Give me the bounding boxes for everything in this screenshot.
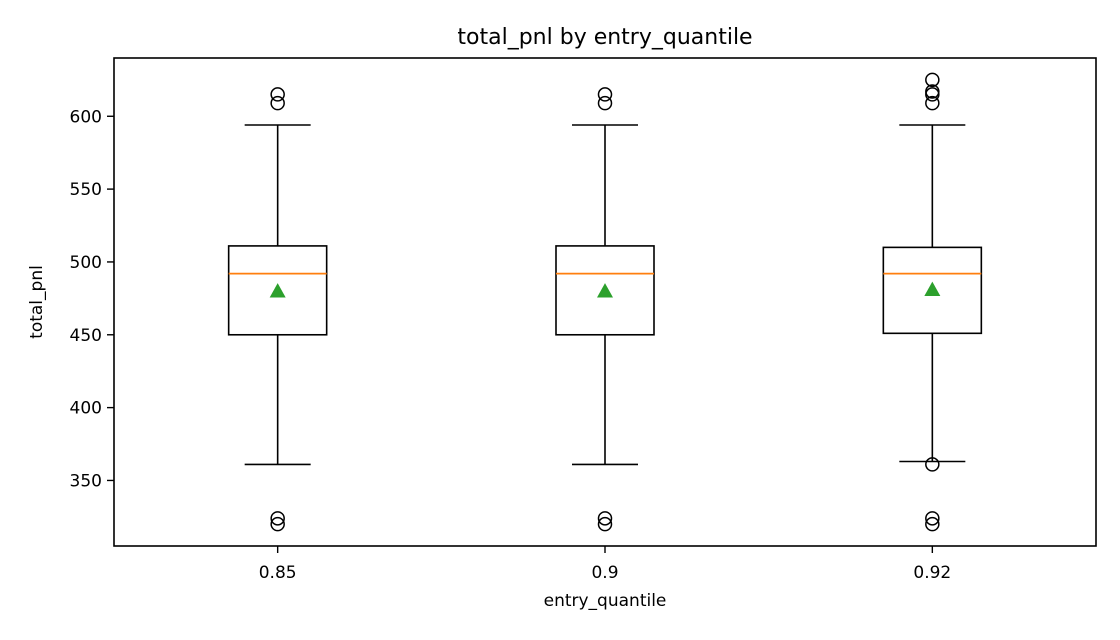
outlier-point	[270, 511, 285, 526]
x-tick-label: 0.85	[259, 563, 297, 583]
outlier-point	[925, 511, 940, 526]
box-iqr	[227, 245, 328, 336]
outlier-point	[925, 72, 940, 88]
mean-marker	[597, 283, 613, 298]
outlier-point	[270, 516, 285, 532]
box-iqr	[555, 245, 655, 336]
mean-marker	[924, 281, 941, 297]
outlier-point	[925, 87, 940, 102]
outlier-point	[925, 516, 940, 532]
x-tick-label: 0.9	[591, 563, 618, 583]
box-iqr	[882, 246, 983, 335]
x-tick-label: 0.92	[913, 563, 951, 583]
outlier-point	[597, 95, 613, 111]
y-tick-label: 600	[70, 107, 102, 127]
outlier-point	[925, 95, 940, 111]
mean-marker	[269, 283, 286, 298]
outlier-point	[925, 457, 940, 472]
y-tick-label: 400	[70, 399, 102, 419]
outlier-point	[270, 95, 285, 111]
y-tick-label: 500	[70, 253, 102, 273]
outlier-point	[597, 87, 613, 102]
outlier-point	[925, 84, 940, 99]
plot-area: 350 400 450 500 550 600 0.85 0.9 0.92	[70, 57, 1097, 583]
outlier-point	[597, 516, 613, 532]
outlier-point	[597, 511, 613, 526]
y-tick-label: 550	[70, 180, 102, 200]
y-axis-label: total_pnl	[27, 265, 47, 339]
outlier-point	[270, 87, 285, 102]
x-axis-label: entry_quantile	[544, 591, 667, 611]
chart-title: total_pnl by entry_quantile	[457, 25, 752, 50]
y-tick-label: 450	[70, 326, 102, 346]
y-tick-label: 350	[70, 471, 102, 491]
